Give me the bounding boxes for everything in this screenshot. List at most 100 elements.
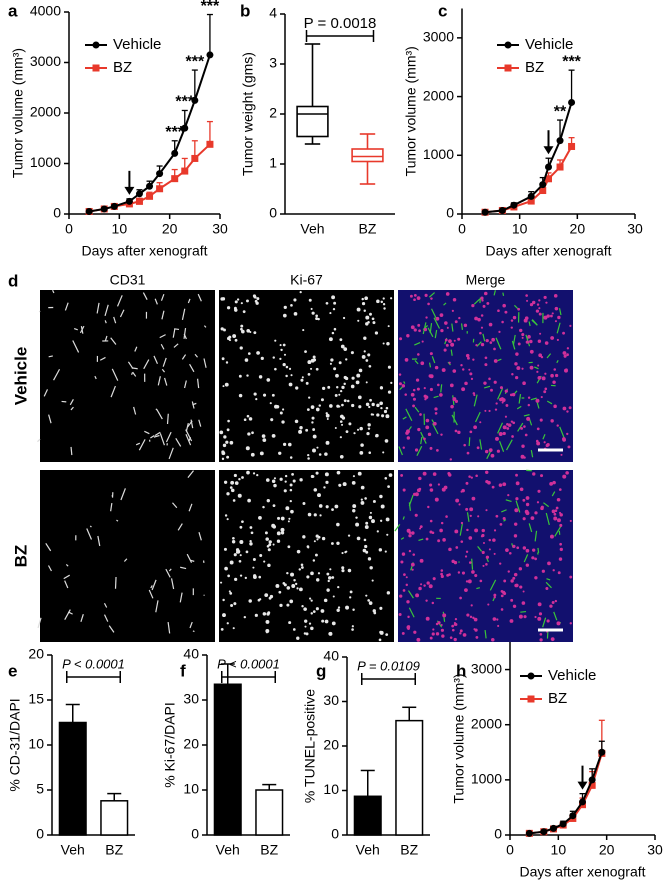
- marker: [101, 205, 108, 212]
- nucleus: [566, 410, 568, 412]
- nucleus: [246, 374, 248, 376]
- nucleus: [386, 518, 390, 522]
- y-tick-label: 3000: [471, 660, 502, 676]
- nucleus: [255, 614, 258, 617]
- nucleus: [234, 474, 237, 477]
- nucleus: [285, 506, 289, 510]
- nucleus: [385, 414, 389, 418]
- marker: [146, 183, 153, 190]
- nucleus: [298, 430, 302, 434]
- nucleus: [434, 407, 437, 410]
- nucleus: [248, 352, 251, 355]
- nucleus: [291, 584, 295, 588]
- nucleus: [474, 528, 478, 532]
- nucleus: [364, 310, 366, 312]
- legend-label: BZ: [113, 59, 132, 76]
- nucleus: [445, 515, 448, 518]
- nucleus: [412, 569, 414, 571]
- nucleus: [494, 529, 496, 531]
- nucleus: [539, 333, 541, 335]
- nucleus: [273, 504, 276, 507]
- nucleus: [558, 571, 561, 574]
- nucleus: [499, 398, 503, 402]
- nucleus: [319, 404, 321, 406]
- x-tick-label: 30: [647, 842, 663, 858]
- nucleus: [543, 390, 546, 393]
- nucleus: [553, 517, 557, 521]
- nucleus: [369, 566, 372, 569]
- nucleus: [545, 341, 549, 345]
- nucleus: [539, 313, 542, 316]
- nucleus: [494, 553, 496, 555]
- y-axis-label: % CD-31/DAPI: [7, 698, 23, 791]
- nucleus: [433, 422, 437, 426]
- marker: [557, 164, 564, 171]
- nucleus: [235, 300, 238, 303]
- x-tick-label: 0: [506, 842, 514, 858]
- nucleus: [254, 393, 257, 396]
- nucleus: [425, 425, 429, 429]
- legend-marker: [93, 42, 100, 49]
- nucleus: [312, 417, 315, 420]
- nucleus: [376, 404, 379, 407]
- nucleus: [494, 359, 498, 363]
- nucleus: [325, 481, 328, 484]
- nucleus: [237, 298, 239, 300]
- nucleus: [269, 540, 272, 543]
- nucleus: [418, 477, 421, 480]
- nucleus: [406, 429, 410, 433]
- nucleus: [238, 478, 240, 480]
- nucleus: [365, 359, 368, 362]
- nucleus: [229, 590, 231, 592]
- marker: [545, 164, 552, 171]
- nucleus: [255, 300, 258, 303]
- nucleus: [258, 599, 261, 602]
- nucleus: [247, 499, 251, 503]
- nucleus: [385, 439, 389, 443]
- nucleus: [304, 626, 306, 628]
- nucleus: [440, 313, 444, 317]
- nucleus: [230, 486, 233, 489]
- nucleus: [334, 505, 338, 509]
- nucleus: [528, 404, 530, 406]
- nucleus: [537, 303, 539, 305]
- nucleus: [526, 503, 529, 506]
- nucleus: [523, 590, 525, 592]
- nucleus: [312, 449, 316, 453]
- legend-label: BZ: [525, 59, 544, 76]
- nucleus: [324, 599, 328, 603]
- nucleus: [559, 557, 562, 560]
- column-label: Merge: [466, 272, 506, 288]
- marker: [499, 207, 506, 214]
- nucleus: [299, 478, 302, 481]
- nucleus: [326, 302, 329, 305]
- nucleus: [355, 516, 357, 518]
- nucleus: [258, 576, 261, 579]
- nucleus: [222, 458, 224, 460]
- nucleus: [316, 408, 320, 412]
- nucleus: [540, 633, 543, 636]
- nucleus: [383, 303, 385, 305]
- vessel: [168, 414, 169, 424]
- nucleus: [379, 631, 382, 634]
- nucleus: [450, 636, 453, 639]
- nucleus: [481, 327, 483, 329]
- y-tick-label: 1000: [30, 154, 61, 170]
- significance: ***: [201, 0, 220, 15]
- nucleus: [340, 436, 342, 438]
- nucleus: [307, 454, 309, 456]
- nucleus: [306, 382, 309, 385]
- nucleus: [475, 636, 478, 639]
- nucleus: [233, 602, 236, 605]
- nucleus: [501, 321, 504, 324]
- vessel: [193, 631, 194, 632]
- nucleus: [302, 502, 305, 505]
- y-tick-label: 1: [269, 155, 277, 171]
- nucleus: [445, 339, 448, 342]
- marker: [482, 209, 489, 216]
- nucleus: [469, 507, 473, 511]
- nucleus: [275, 584, 279, 588]
- nucleus: [239, 394, 242, 397]
- nucleus: [458, 317, 460, 319]
- y-tick-label: 0: [494, 826, 502, 842]
